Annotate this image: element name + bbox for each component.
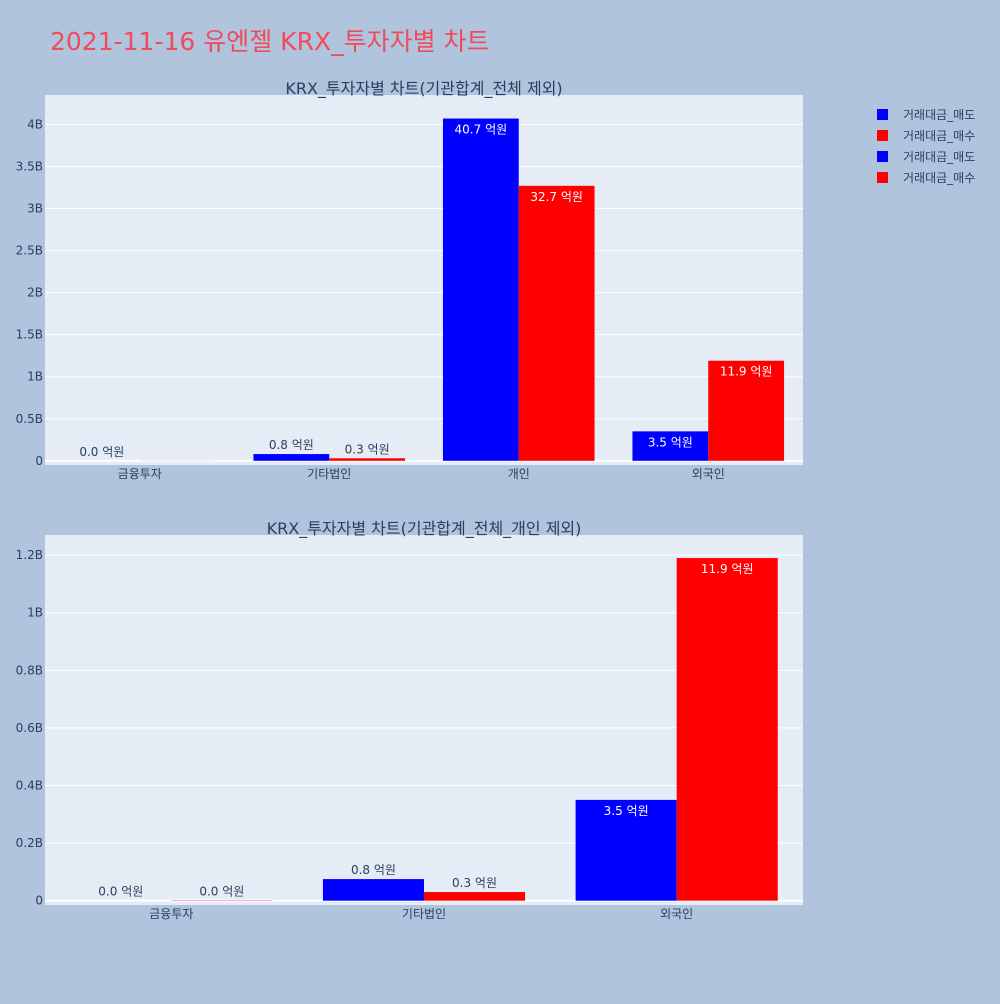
x-tick-label: 기타법인 xyxy=(402,907,446,921)
y-tick-label: 0.4B xyxy=(16,779,43,793)
bar[interactable] xyxy=(424,892,525,901)
data-label: 0.3 억원 xyxy=(452,876,497,890)
plot-area xyxy=(45,95,803,465)
data-label: 11.9 억원 xyxy=(720,365,773,379)
data-label: 11.9 억원 xyxy=(701,562,754,576)
bar[interactable] xyxy=(253,454,329,461)
data-label: 3.5 억원 xyxy=(648,435,693,449)
x-tick-label: 개인 xyxy=(508,467,530,481)
y-tick-label: 0 xyxy=(35,454,43,468)
y-tick-label: 0.5B xyxy=(16,412,43,426)
y-tick-label: 0 xyxy=(35,894,43,908)
x-tick-label: 외국인 xyxy=(660,907,693,921)
chart-overall: KRX_투자자별 차트(기관합계_전체 제외) 0 0.5B 1B 1.5B 2B 2.5B… xyxy=(16,79,803,481)
bar[interactable] xyxy=(323,879,424,901)
legend-swatch[interactable] xyxy=(877,109,888,120)
data-label: 40.7 억원 xyxy=(455,123,508,137)
legend-label[interactable]: 거래대금_매수 xyxy=(903,171,975,185)
bar[interactable] xyxy=(329,458,405,461)
y-tick-label: 1.5B xyxy=(16,328,43,342)
y-tick-label: 2B xyxy=(27,286,43,300)
x-tick-label: 기타법인 xyxy=(307,467,351,481)
data-label: 0.0 억원 xyxy=(98,885,143,899)
y-tick-label: 1.2B xyxy=(16,548,43,562)
y-tick-label: 3B xyxy=(27,202,43,216)
data-label: 0.8 억원 xyxy=(351,863,396,877)
data-label: 0.0 억원 xyxy=(199,884,244,898)
data-label: 0.8 억원 xyxy=(269,438,314,452)
y-tick-label: 1B xyxy=(27,370,43,384)
page-title: 2021-11-16 유엔젤 KRX_투자자별 차트 xyxy=(50,27,490,56)
chart-title: KRX_투자자별 차트(기관합계_전체_개인 제외) xyxy=(267,519,582,539)
bar[interactable] xyxy=(519,186,595,461)
chart-title: KRX_투자자별 차트(기관합계_전체 제외) xyxy=(285,79,562,99)
chart-excluding-individual: KRX_투자자별 차트(기관합계_전체_개인 제외) 0 0.2B 0.4B 0.6B 0… xyxy=(16,519,803,921)
bar[interactable] xyxy=(443,119,519,461)
y-tick-label: 0.6B xyxy=(16,721,43,735)
data-label: 3.5 억원 xyxy=(604,804,649,818)
x-tick-label: 외국인 xyxy=(692,467,725,481)
data-label: 0.0 억원 xyxy=(79,445,124,459)
y-tick-label: 2.5B xyxy=(16,244,43,258)
data-label: 32.7 억원 xyxy=(530,190,583,204)
data-label: 0.3 억원 xyxy=(345,442,390,456)
y-tick-label: 4B xyxy=(27,117,43,131)
y-tick-label: 0.8B xyxy=(16,663,43,677)
bar[interactable] xyxy=(677,558,778,901)
y-tick-label: 3.5B xyxy=(16,159,43,173)
legend-swatch[interactable] xyxy=(877,130,888,141)
legend-label[interactable]: 거래대금_매도 xyxy=(903,108,975,122)
legend-swatch[interactable] xyxy=(877,151,888,162)
x-tick-label: 금융투자 xyxy=(118,467,162,481)
legend-label[interactable]: 거래대금_매수 xyxy=(903,129,975,143)
legend-swatch[interactable] xyxy=(877,172,888,183)
legend-label[interactable]: 거래대금_매도 xyxy=(903,150,975,164)
x-tick-label: 금융투자 xyxy=(149,907,193,921)
y-tick-label: 1B xyxy=(27,606,43,620)
y-tick-label: 0.2B xyxy=(16,836,43,850)
